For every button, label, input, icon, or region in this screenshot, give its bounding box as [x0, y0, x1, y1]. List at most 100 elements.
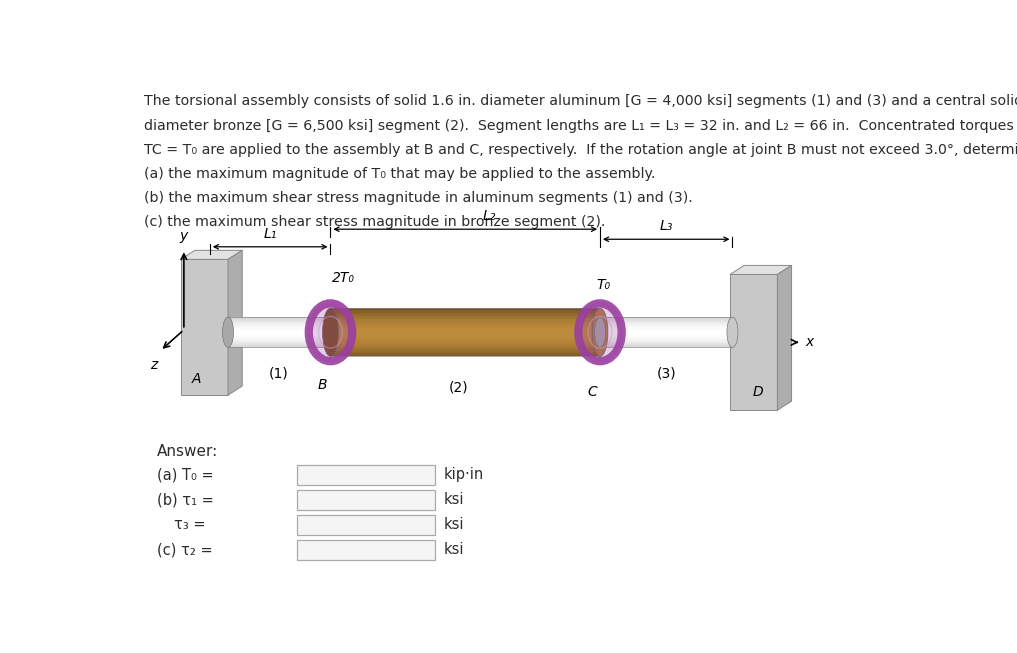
- Polygon shape: [228, 317, 331, 318]
- Polygon shape: [228, 319, 331, 320]
- Polygon shape: [228, 326, 331, 327]
- Polygon shape: [600, 336, 732, 338]
- Polygon shape: [228, 250, 242, 395]
- Text: TC = T₀ are applied to the assembly at B and C, respectively.  If the rotation a: TC = T₀ are applied to the assembly at B…: [144, 143, 1017, 157]
- Text: 2T₀: 2T₀: [333, 270, 355, 285]
- Polygon shape: [600, 328, 732, 329]
- FancyBboxPatch shape: [297, 464, 434, 485]
- Polygon shape: [600, 320, 732, 321]
- Polygon shape: [331, 350, 600, 351]
- Polygon shape: [331, 325, 600, 326]
- Polygon shape: [331, 310, 600, 311]
- Polygon shape: [600, 334, 732, 335]
- Polygon shape: [228, 332, 331, 333]
- Text: C: C: [587, 385, 597, 399]
- Polygon shape: [600, 335, 732, 336]
- Polygon shape: [600, 321, 732, 322]
- Polygon shape: [331, 315, 600, 316]
- Polygon shape: [228, 338, 331, 340]
- Polygon shape: [600, 317, 732, 318]
- Text: y: y: [180, 229, 188, 244]
- Polygon shape: [331, 353, 600, 355]
- Polygon shape: [331, 340, 600, 342]
- Polygon shape: [228, 346, 331, 347]
- Text: (b) τ₁ =: (b) τ₁ =: [157, 492, 214, 507]
- Polygon shape: [331, 342, 600, 343]
- Polygon shape: [730, 265, 791, 274]
- Polygon shape: [228, 321, 331, 322]
- Text: The torsional assembly consists of solid 1.6 in. diameter aluminum [G = 4,000 ks: The torsional assembly consists of solid…: [144, 95, 1017, 108]
- Text: ksi: ksi: [444, 543, 465, 558]
- Polygon shape: [600, 329, 732, 330]
- Polygon shape: [600, 343, 732, 344]
- Polygon shape: [331, 316, 600, 318]
- Polygon shape: [600, 333, 732, 334]
- Polygon shape: [331, 327, 600, 329]
- Polygon shape: [331, 355, 600, 357]
- Polygon shape: [228, 322, 331, 323]
- Polygon shape: [228, 344, 331, 345]
- Polygon shape: [331, 351, 600, 353]
- Polygon shape: [331, 343, 600, 345]
- Polygon shape: [600, 338, 732, 340]
- Polygon shape: [600, 340, 732, 342]
- Polygon shape: [600, 346, 732, 347]
- Polygon shape: [331, 319, 600, 321]
- Text: L₂: L₂: [482, 209, 495, 223]
- Ellipse shape: [727, 317, 738, 347]
- Polygon shape: [228, 333, 331, 334]
- Polygon shape: [181, 250, 242, 259]
- Polygon shape: [600, 318, 732, 319]
- FancyBboxPatch shape: [297, 490, 434, 510]
- Ellipse shape: [592, 308, 608, 357]
- Ellipse shape: [595, 317, 605, 347]
- Polygon shape: [331, 326, 600, 327]
- Text: (b) the maximum shear stress magnitude in aluminum segments (1) and (3).: (b) the maximum shear stress magnitude i…: [144, 191, 694, 205]
- Polygon shape: [777, 265, 791, 410]
- Polygon shape: [331, 336, 600, 337]
- Polygon shape: [228, 329, 331, 330]
- Polygon shape: [331, 323, 600, 325]
- Polygon shape: [600, 326, 732, 327]
- Ellipse shape: [322, 308, 339, 357]
- Polygon shape: [228, 323, 331, 325]
- Text: diameter bronze [G = 6,500 ksi] segment (2).  Segment lengths are L₁ = L₃ = 32 i: diameter bronze [G = 6,500 ksi] segment …: [144, 119, 1017, 133]
- Text: A: A: [192, 372, 201, 385]
- Polygon shape: [600, 332, 732, 333]
- Polygon shape: [228, 345, 331, 346]
- Polygon shape: [228, 331, 331, 332]
- Polygon shape: [331, 337, 600, 339]
- Ellipse shape: [308, 302, 353, 362]
- Polygon shape: [331, 345, 600, 347]
- Text: B: B: [318, 378, 327, 392]
- Polygon shape: [600, 319, 732, 320]
- Polygon shape: [228, 318, 331, 319]
- Polygon shape: [331, 313, 600, 315]
- Polygon shape: [331, 334, 600, 336]
- Polygon shape: [600, 330, 732, 331]
- Polygon shape: [228, 328, 331, 329]
- Polygon shape: [228, 325, 331, 326]
- Text: (3): (3): [657, 366, 677, 381]
- Polygon shape: [331, 339, 600, 340]
- Polygon shape: [331, 330, 600, 332]
- Text: (1): (1): [268, 366, 289, 381]
- Polygon shape: [331, 321, 600, 323]
- Polygon shape: [600, 323, 732, 325]
- Polygon shape: [228, 330, 331, 331]
- Polygon shape: [600, 342, 732, 343]
- Text: z: z: [151, 358, 158, 372]
- Text: kip·in: kip·in: [444, 467, 484, 482]
- Polygon shape: [181, 259, 228, 395]
- Text: ksi: ksi: [444, 517, 465, 532]
- Polygon shape: [331, 308, 600, 310]
- Text: L₃: L₃: [660, 219, 673, 233]
- Ellipse shape: [578, 302, 622, 362]
- Polygon shape: [228, 335, 331, 336]
- Polygon shape: [600, 345, 732, 346]
- Polygon shape: [228, 334, 331, 335]
- Ellipse shape: [223, 317, 234, 347]
- Polygon shape: [600, 322, 732, 323]
- Polygon shape: [228, 320, 331, 321]
- Polygon shape: [600, 331, 732, 332]
